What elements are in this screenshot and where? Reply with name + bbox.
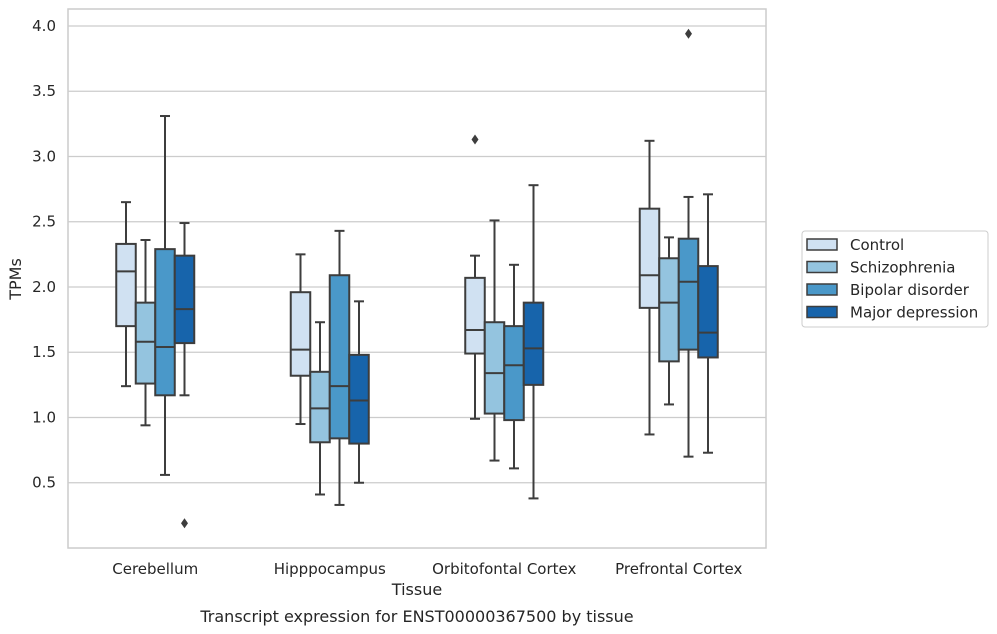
legend-swatch — [806, 238, 838, 251]
x-tick-label: Hipppocampus — [274, 560, 386, 578]
y-tick-label: 2.0 — [32, 278, 56, 296]
box-element — [638, 139, 661, 436]
box-iqr — [134, 301, 157, 385]
y-tick-label: 3.0 — [32, 147, 56, 165]
box-element — [134, 239, 157, 427]
y-tick-label: 1.5 — [32, 343, 56, 361]
y-tick-label: 4.0 — [32, 17, 56, 35]
legend-frame — [801, 230, 989, 328]
legend-label: Major depression — [850, 304, 978, 322]
legend-item: Major depression — [806, 304, 978, 322]
box-element — [464, 134, 486, 420]
x-axis-ticks: Cerebellum Hipppocampus Orbitofontal Corte… — [112, 560, 742, 578]
x-axis-label: Tissue — [391, 580, 442, 599]
box-element — [289, 253, 312, 426]
legend-item: Schizophrenia — [806, 259, 955, 277]
box-iqr — [483, 321, 506, 415]
outlier-point — [181, 518, 188, 529]
y-axis-label: TPMs — [6, 258, 25, 301]
legend-label: Control — [850, 236, 904, 254]
box-iqr — [348, 353, 370, 445]
legend-swatch — [806, 283, 838, 296]
outlier-point — [685, 28, 692, 39]
box-element — [677, 28, 700, 458]
y-tick-label: 3.5 — [32, 82, 56, 100]
y-axis-ticks: 0.5 1.0 1.5 2.0 2.5 3.0 3.5 4.0 — [32, 17, 56, 492]
x-tick-label: Orbitofontal Cortex — [432, 560, 576, 578]
boxplot-series — [115, 28, 719, 529]
series-group — [115, 134, 661, 436]
plot-frame — [67, 8, 767, 549]
box-iqr — [697, 265, 719, 359]
box-element — [697, 193, 719, 454]
box-element — [522, 184, 545, 500]
box-iqr — [309, 370, 331, 444]
box-iqr — [173, 254, 196, 345]
box-element — [328, 229, 351, 506]
legend: Control Schizophrenia Bipolar disorder Majo… — [801, 230, 989, 328]
box-element — [658, 236, 680, 406]
chart-caption: Transcript expression for ENST0000036750… — [199, 607, 633, 626]
series-group — [154, 28, 700, 506]
legend-swatch — [806, 305, 838, 319]
box-iqr — [115, 242, 137, 328]
box-iqr — [677, 237, 700, 351]
x-tick-label: Cerebellum — [112, 560, 198, 578]
box-iqr — [638, 207, 661, 309]
y-tick-label: 0.5 — [32, 474, 56, 492]
legend-item: Control — [806, 236, 904, 254]
box-iqr — [658, 257, 680, 363]
box-element — [348, 300, 370, 484]
legend-swatch — [806, 260, 838, 274]
box-element — [173, 222, 196, 529]
box-iqr — [289, 291, 312, 377]
legend-item: Bipolar disorder — [806, 281, 970, 299]
outlier-point — [471, 134, 479, 145]
box-iqr — [522, 301, 545, 386]
box-iqr — [328, 274, 351, 440]
x-tick-label: Prefrontal Cortex — [615, 560, 742, 578]
box-element — [503, 263, 525, 470]
legend-label: Bipolar disorder — [850, 281, 970, 299]
legend-label: Schizophrenia — [850, 259, 955, 277]
box-element — [309, 321, 331, 496]
box-iqr — [464, 276, 486, 355]
series-group — [173, 184, 719, 529]
series-group — [134, 219, 680, 496]
box-element — [154, 115, 176, 476]
box-iqr — [503, 325, 525, 422]
y-tick-label: 1.0 — [32, 408, 56, 426]
box-element — [483, 219, 506, 462]
y-tick-label: 2.5 — [32, 213, 56, 231]
box-iqr — [154, 248, 176, 397]
box-element — [115, 201, 137, 388]
